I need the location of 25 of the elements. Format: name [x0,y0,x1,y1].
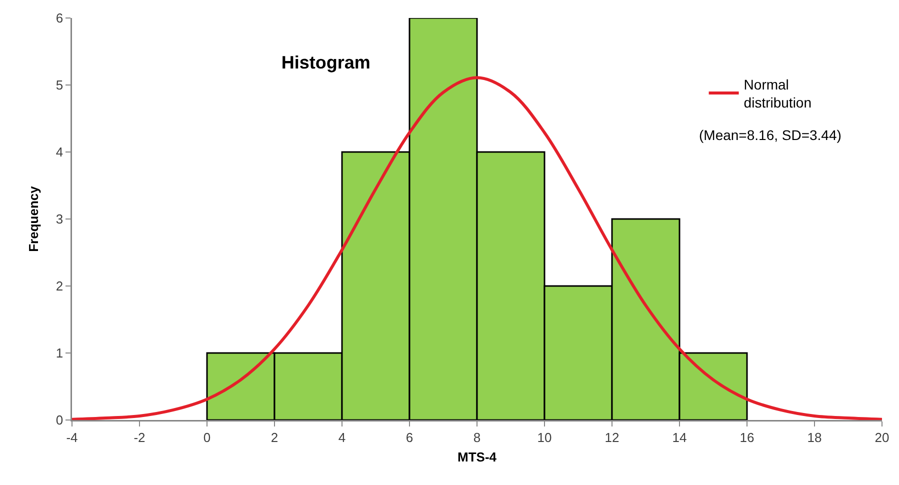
x-tick-label: 12 [604,430,620,445]
text: Histogram [281,52,370,72]
x-tick-label: 0 [203,430,211,445]
y-axis-title: Frequency [26,185,41,252]
x-tick-label: 18 [807,430,822,445]
x-tick-label: 16 [740,430,754,445]
legend-label: Normal distribution [744,76,812,111]
y-tick-label: 5 [56,78,64,93]
x-tick-label: 8 [473,430,481,445]
x-tick-label: 20 [874,430,890,445]
x-tick-label: 6 [406,430,414,445]
x-tick-label: 10 [537,430,552,445]
y-tick-label: 4 [56,144,64,160]
x-tick-label: 14 [672,430,687,445]
y-tick-label: 0 [56,412,64,428]
y-tick-label: 3 [56,212,64,227]
x-tick-label: 4 [338,430,346,445]
y-tick-label: 1 [56,346,64,361]
y-tick-label: 6 [56,10,64,26]
x-axis-title: MTS-4 [458,449,498,464]
x-tick-label: 2 [270,430,278,445]
annotation: (Mean=8.16, SD=3.44) [699,127,842,143]
y-tick-label: 2 [56,278,64,294]
x-tick-label: -4 [66,430,78,445]
x-tick-label: -2 [134,430,146,445]
